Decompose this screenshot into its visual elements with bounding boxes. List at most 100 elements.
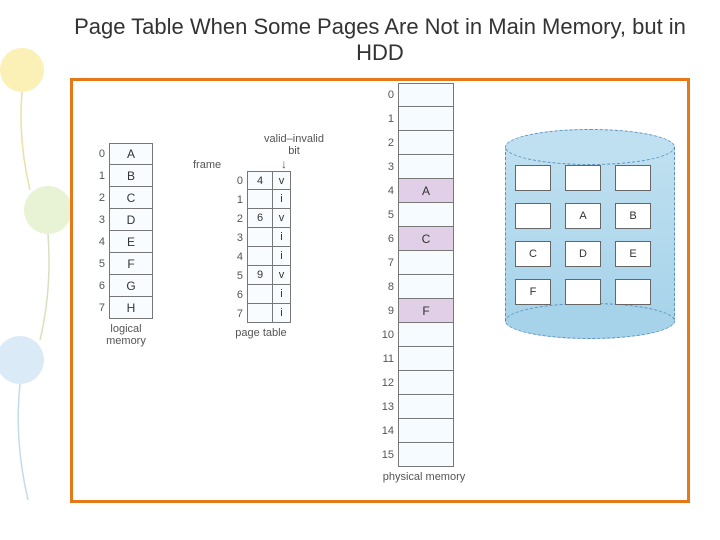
page-table-index: 1 [229,194,243,206]
page-table-frame-cell: 4 [247,171,273,190]
physical-memory-index: 7 [376,257,394,269]
physical-memory-index: 3 [376,161,394,173]
logical-memory-cell: G [109,275,153,297]
physical-memory-index: 8 [376,281,394,293]
logical-memory-row: 0A [91,143,153,165]
logical-memory-row: 2C [91,187,153,209]
hdd-cylinder: ABCDEF [505,129,675,339]
physical-memory-row: 15 [376,443,454,467]
hdd-block [515,165,551,191]
physical-memory-cell [398,203,454,227]
physical-memory-cell [398,323,454,347]
physical-memory-index: 11 [376,353,394,365]
page-table-row: 04v [229,171,291,190]
page-table-bit-cell: i [273,247,291,266]
page-table-index: 3 [229,232,243,244]
page-table-frame-cell [247,304,273,323]
page-table-row: 7i [229,304,291,323]
physical-memory-cell: F [398,299,454,323]
physical-memory-index: 9 [376,305,394,317]
physical-memory-row: 8 [376,275,454,299]
physical-memory-index: 12 [376,377,394,389]
page-table-header-bit: valid–invalid bit [259,133,329,157]
logical-memory-index: 2 [91,192,105,204]
logical-memory-index: 5 [91,258,105,270]
physical-memory-cell [398,131,454,155]
page-table-bit-cell: i [273,228,291,247]
logical-memory-index: 3 [91,214,105,226]
page-table-row: 1i [229,190,291,209]
logical-memory-cell: C [109,187,153,209]
physical-memory-index: 13 [376,401,394,413]
logical-memory-cell: A [109,143,153,165]
page-table-frame-cell [247,285,273,304]
hdd-block [615,279,651,305]
physical-memory-row: 11 [376,347,454,371]
diagram-frame: 0A1B2C3D4E5F6G7H logical memory frame va… [70,78,690,503]
physical-memory-row: 2 [376,131,454,155]
physical-memory-cell [398,419,454,443]
page-table-index: 0 [229,175,243,187]
physical-memory-row: 12 [376,371,454,395]
hdd-block [565,279,601,305]
logical-memory-table: 0A1B2C3D4E5F6G7H [91,143,153,319]
logical-memory-label: logical memory [101,323,151,347]
page-table-frame-cell [247,190,273,209]
page-table-index: 2 [229,213,243,225]
page-table-bit-cell: v [273,171,291,190]
physical-memory-row: 13 [376,395,454,419]
logical-memory-cell: H [109,297,153,319]
page-table-frame-cell: 9 [247,266,273,285]
page-table-row: 3i [229,228,291,247]
page-table-bit-cell: v [273,266,291,285]
hdd-block: A [565,203,601,229]
physical-memory-cell [398,443,454,467]
page-table-row: 59v [229,266,291,285]
physical-memory-index: 0 [376,89,394,101]
logical-memory-row: 3D [91,209,153,231]
physical-memory-index: 2 [376,137,394,149]
physical-memory-index: 15 [376,449,394,461]
physical-memory-cell [398,371,454,395]
hdd-block: C [515,241,551,267]
physical-memory-cell [398,395,454,419]
page-table-index: 4 [229,251,243,263]
page-table-frame-cell [247,247,273,266]
physical-memory-cell [398,251,454,275]
hdd-block: F [515,279,551,305]
logical-memory-row: 1B [91,165,153,187]
physical-memory-row: 10 [376,323,454,347]
page-table-index: 7 [229,308,243,320]
hdd-grid: ABCDEF [515,165,651,309]
physical-memory-cell [398,275,454,299]
physical-memory-cell: C [398,227,454,251]
page-table-label: page table [231,327,291,339]
physical-memory-row: 1 [376,107,454,131]
physical-memory-row: 3 [376,155,454,179]
physical-memory-row: 4A [376,179,454,203]
page-table-row: 4i [229,247,291,266]
physical-memory-row: 14 [376,419,454,443]
hdd-block [615,165,651,191]
physical-memory-index: 10 [376,329,394,341]
logical-memory-index: 6 [91,280,105,292]
logical-memory-row: 7H [91,297,153,319]
page-table-index: 5 [229,270,243,282]
page-table-frame-cell [247,228,273,247]
physical-memory-row: 6C [376,227,454,251]
logical-memory-cell: D [109,209,153,231]
physical-memory-index: 14 [376,425,394,437]
physical-memory-cell [398,83,454,107]
logical-memory-row: 4E [91,231,153,253]
physical-memory-row: 7 [376,251,454,275]
page-table-bit-cell: v [273,209,291,228]
logical-memory-cell: E [109,231,153,253]
page-table-frame-cell: 6 [247,209,273,228]
physical-memory-cell [398,347,454,371]
page-table-bit-cell: i [273,190,291,209]
physical-memory-index: 6 [376,233,394,245]
logical-memory-row: 6G [91,275,153,297]
logical-memory-index: 4 [91,236,105,248]
physical-memory-cell [398,155,454,179]
physical-memory-index: 4 [376,185,394,197]
